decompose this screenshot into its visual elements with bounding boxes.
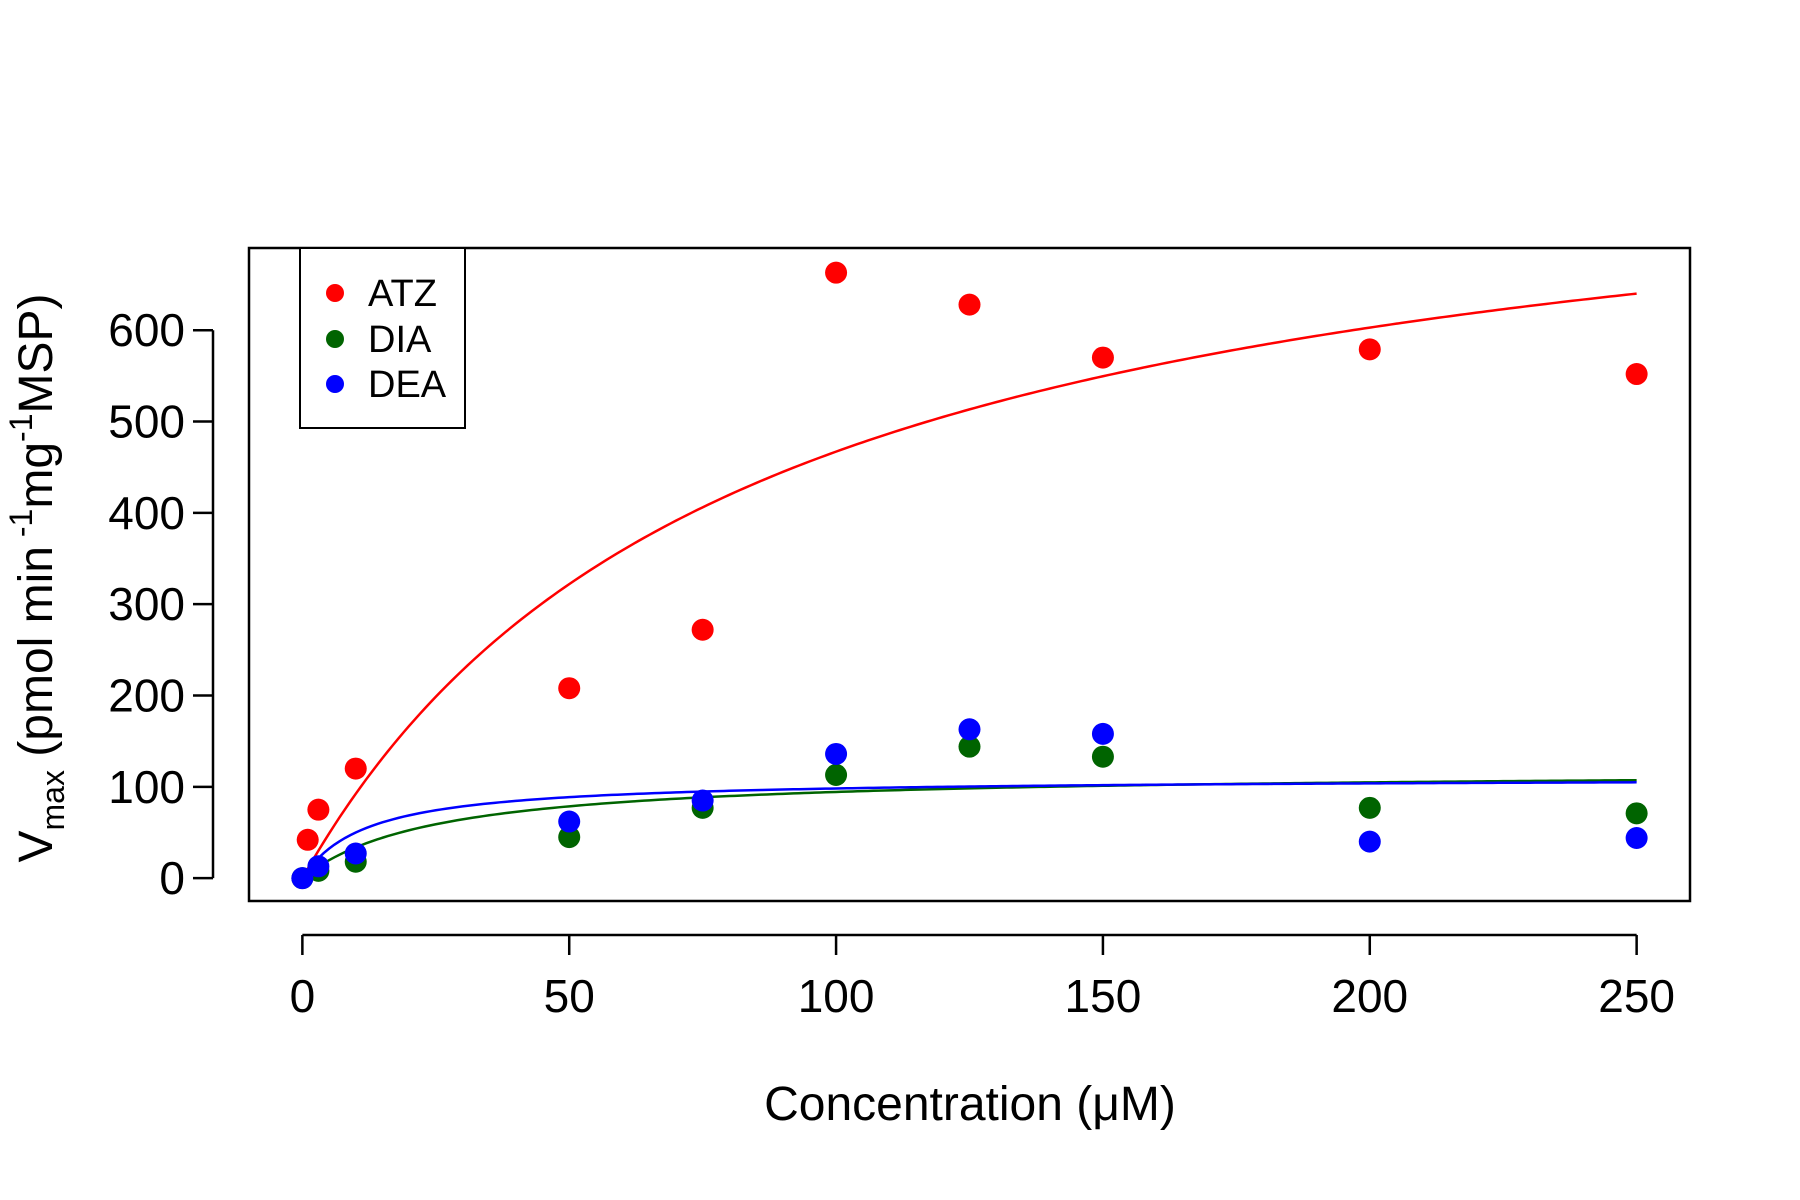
plot-frame (247, 246, 1692, 903)
data-point-dea (958, 718, 981, 741)
y-tick-label: 600 (108, 304, 185, 356)
x-tick-label: 200 (1331, 970, 1408, 1022)
data-point-atz (1091, 346, 1114, 369)
legend-marker-dia (326, 330, 344, 348)
data-point-dia (1091, 745, 1114, 768)
legend: ATZ DIA DEA (299, 247, 466, 429)
y-axis-title-superscript-1: -1 (3, 509, 39, 546)
data-point-dea (291, 867, 314, 890)
data-point-dia (958, 735, 981, 758)
data-point-dea (307, 855, 330, 878)
data-point-dea (1358, 830, 1381, 853)
x-tick-label: 0 (290, 970, 316, 1022)
x-tick-label: 250 (1598, 970, 1675, 1022)
y-axis-title-part1: (pmol min (10, 546, 63, 770)
x-axis: 0 50 100 150 200 250 (290, 933, 1675, 1022)
data-point-atz (825, 261, 848, 284)
y-tick-label: 100 (108, 761, 185, 813)
y-axis-title-v: V (10, 830, 63, 862)
data-point-dia (558, 826, 581, 849)
y-axis-title-superscript-2: -1 (3, 414, 39, 442)
data-point-dia (1358, 796, 1381, 819)
y-axis-title-subscript: max (35, 770, 71, 830)
y-tick-label: 0 (159, 852, 185, 904)
data-point-dia (1625, 802, 1648, 825)
legend-marker-atz (326, 284, 344, 302)
y-axis-title-part3: MSP) (10, 294, 63, 414)
data-point-dia (825, 763, 848, 786)
y-tick-label: 300 (108, 578, 185, 630)
data-point-atz (558, 677, 581, 700)
y-axis-title: Vmax (pmol min -1mg-1MSP) (3, 294, 71, 863)
legend-label-dia: DIA (368, 319, 432, 361)
y-tick-label: 500 (108, 396, 185, 448)
data-point-atz (296, 828, 319, 851)
data-points (291, 261, 1648, 890)
data-point-dea (1091, 722, 1114, 745)
data-point-atz (958, 293, 981, 316)
data-point-atz (691, 618, 714, 641)
data-point-atz (344, 757, 367, 780)
y-tick-label: 400 (108, 487, 185, 539)
fit-curves (301, 292, 1637, 880)
data-point-dea (1625, 826, 1648, 849)
legend-label-atz: ATZ (368, 273, 437, 315)
y-axis: 0 100 200 300 400 500 600 (108, 304, 215, 904)
legend-label-dea: DEA (368, 364, 447, 406)
x-tick-label: 50 (544, 970, 595, 1022)
data-point-atz (1625, 363, 1648, 386)
data-point-atz (307, 798, 330, 821)
legend-marker-dea (326, 375, 344, 393)
x-tick-label: 150 (1065, 970, 1142, 1022)
x-axis-title: Concentration (μM) (764, 1078, 1176, 1131)
fit-curve-dea (301, 781, 1637, 879)
fit-curve-atz (301, 292, 1637, 879)
x-tick-label: 100 (798, 970, 875, 1022)
data-point-dea (558, 810, 581, 833)
data-point-dea (344, 842, 367, 865)
data-point-atz (1358, 338, 1381, 361)
data-point-dea (825, 742, 848, 765)
data-point-dea (691, 789, 714, 812)
y-axis-title-part2: mg (10, 442, 63, 509)
y-tick-label: 200 (108, 670, 185, 722)
